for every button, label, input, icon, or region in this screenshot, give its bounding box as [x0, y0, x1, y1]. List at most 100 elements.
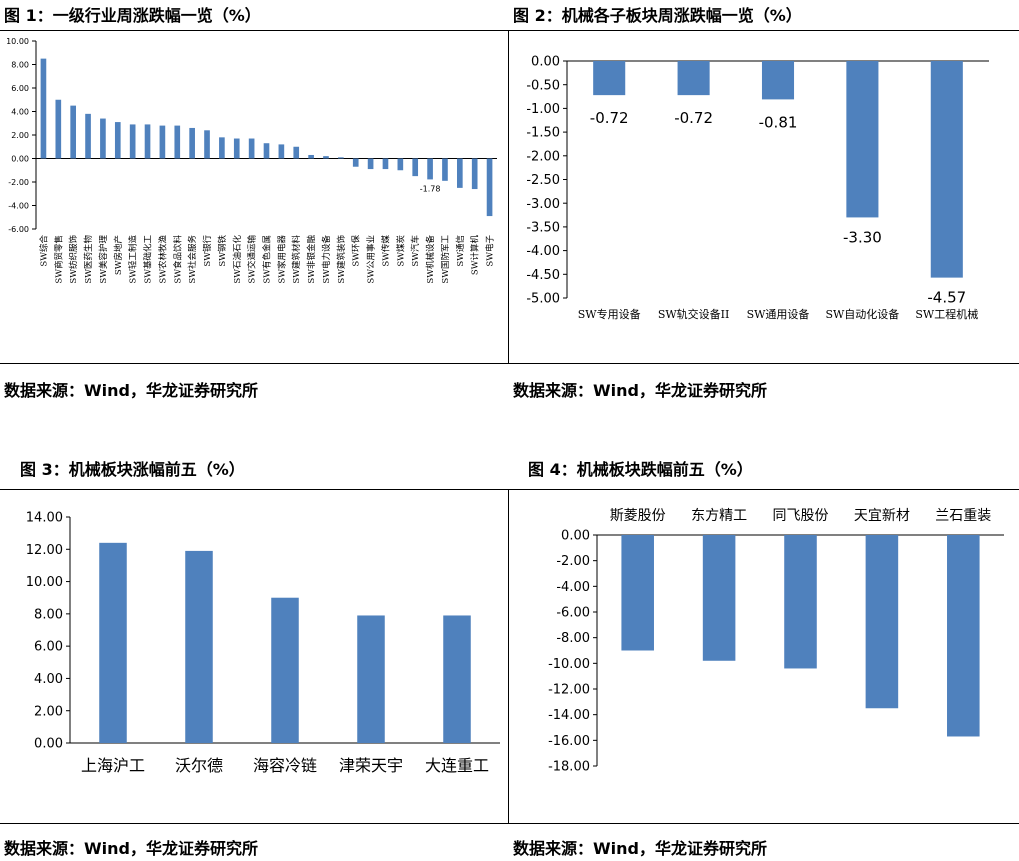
c2-y-tick-label: -2.50 [526, 173, 560, 188]
c1-category-label: SW钢铁 [217, 235, 228, 267]
c1-bar-16 [278, 144, 285, 159]
c1-category-label: SW机械设备 [425, 235, 436, 284]
c1-bar-15 [263, 143, 270, 159]
c1-category-label: SW医药生物 [83, 235, 94, 284]
c4-y-tick-label: -18.00 [548, 760, 590, 775]
c1-y-tick-label: -2.00 [8, 178, 29, 187]
c1-bar-8 [159, 125, 166, 159]
c1-category-label: SW煤炭 [395, 235, 406, 267]
c4-category-label: 斯菱股份 [610, 508, 666, 524]
c2-data-label: -0.72 [590, 109, 629, 127]
c3-y-tick-label: 14.00 [26, 511, 63, 526]
c1-bar-4 [100, 118, 106, 159]
c2-bar-0 [593, 61, 626, 96]
c1-bar-12 [219, 137, 225, 159]
c3-category-label: 上海沪工 [81, 756, 145, 775]
chart2-source: 数据来源：Wind，华龙证券研究所 [513, 381, 767, 400]
c3-y-tick-label: 12.00 [26, 543, 63, 558]
c4-y-tick-label: -4.00 [556, 580, 590, 595]
c2-y-tick-label: -2.00 [526, 149, 560, 164]
c1-bar-26 [427, 158, 433, 180]
chart3-source: 数据来源：Wind，华龙证券研究所 [4, 839, 258, 858]
chart3-plot: 14.00 12.00 10.00 8.00 6.00 4.00 2.00 0.00 上海沪工 沃… [26, 511, 500, 775]
c1-category-label: SW有色金属 [262, 235, 273, 284]
c2-y-tick-label: -3.50 [526, 220, 560, 235]
chart4-source: 数据来源：Wind，华龙证券研究所 [513, 839, 767, 858]
c1-category-label: SW交通运输 [247, 235, 258, 284]
c1-bar-30 [486, 158, 493, 217]
c1-category-label: SW通信 [455, 235, 466, 267]
c1-category-label: SW国防军工 [440, 235, 451, 284]
divider-row1 [508, 30, 509, 363]
c1-category-label: SW商贸零售 [53, 235, 64, 284]
c3-category-label: 津荣天宇 [339, 756, 403, 775]
c3-bar-1 [185, 550, 213, 743]
c1-bar-23 [382, 158, 389, 170]
c4-y-tick-label: -6.00 [556, 606, 590, 621]
c1-y-tick-label: 10.00 [6, 37, 29, 46]
c1-category-label: SW环保 [351, 235, 362, 267]
c1-category-label: SW计算机 [470, 235, 481, 276]
c1-bar-3 [85, 113, 91, 159]
c4-bar-3 [865, 535, 899, 709]
bottom-rule-row2 [0, 823, 1019, 824]
c1-y-tick-label: 6.00 [11, 84, 29, 93]
c3-category-label: 沃尔德 [175, 756, 223, 775]
c2-data-label: -0.72 [674, 109, 713, 127]
c2-category-label: SW轨交设备II [658, 307, 730, 321]
c2-y-tick-label: -4.00 [526, 244, 560, 259]
c1-category-label: SW建筑装饰 [336, 235, 347, 284]
c2-category-label: SW自动化设备 [825, 307, 899, 321]
chart4-plot: 0.00 -2.00 -4.00 -6.00 -8.00 -10.00 -12.00 -14.… [548, 508, 1004, 775]
c3-y-tick-label: 2.00 [34, 704, 63, 719]
c3-y-tick-label: 10.00 [26, 575, 63, 590]
c4-category-label: 兰石重装 [935, 508, 991, 524]
chart1-source: 数据来源：Wind，华龙证券研究所 [4, 381, 258, 400]
c3-bar-3 [357, 615, 385, 743]
c1-bar-13 [233, 138, 240, 159]
c1-category-label: SW石油石化 [232, 235, 243, 284]
c1-y-tick-label: 2.00 [11, 131, 29, 140]
c2-bar-4 [930, 61, 963, 278]
c3-y-tick-label: 0.00 [34, 737, 63, 752]
c2-y-tick-label: -4.50 [526, 268, 560, 283]
c3-y-tick-label: 6.00 [34, 640, 63, 655]
c1-category-label: SW纺织服饰 [68, 235, 79, 284]
c1-bar-29 [471, 158, 478, 190]
c1-category-label: SW非银金融 [306, 235, 317, 284]
chart2-title: 图 2：机械各子板块周涨跌幅一览（%） [513, 6, 802, 25]
top-rule-row2 [0, 489, 1019, 490]
c1-category-label: SW房地产 [113, 235, 124, 275]
c1-bar-14 [248, 138, 255, 159]
c3-bar-0 [99, 542, 127, 743]
c3-category-label: 大连重工 [425, 756, 489, 775]
c4-bar-4 [947, 535, 980, 737]
c1-bar-27 [442, 158, 448, 181]
c1-bar-0 [40, 58, 47, 159]
chart1-title: 图 1：一级行业周涨跌幅一览（%） [4, 6, 261, 25]
c1-category-label: SW电子 [485, 235, 496, 267]
c1-category-label: SW基础化工 [143, 235, 154, 284]
c1-y-tick-label: -6.00 [8, 225, 29, 234]
chart2-plot: 0.00 -0.50 -1.00 -1.50 -2.00 -2.50 -3.00 -3.50 -… [526, 55, 989, 321]
c1-bar-11 [204, 130, 210, 159]
c1-bar-20 [338, 157, 344, 159]
c3-y-tick-label: 8.00 [34, 607, 63, 622]
c4-category-label: 同飞股份 [773, 508, 829, 524]
c2-y-tick-label: -0.50 [526, 78, 560, 93]
c1-bar-2 [70, 105, 77, 159]
c2-y-tick-label: 0.00 [531, 55, 560, 70]
chart3-title: 图 3：机械板块涨幅前五（%） [20, 460, 245, 479]
c1-annotation: -1.78 [420, 184, 441, 193]
c1-category-label: SW农林牧渔 [157, 235, 168, 284]
c4-y-tick-label: 0.00 [561, 529, 590, 544]
chart4-title: 图 4：机械板块跌幅前五（%） [528, 460, 753, 479]
c4-y-tick-label: -2.00 [556, 554, 590, 569]
c1-bar-19 [323, 156, 329, 159]
c2-y-tick-label: -5.00 [526, 292, 560, 307]
c1-category-label: SW美容护理 [98, 235, 109, 284]
c3-y-tick-label: 4.00 [34, 672, 63, 687]
c1-y-tick-label: -4.00 [8, 201, 29, 210]
bottom-rule-row1 [0, 363, 1019, 364]
c1-bar-5 [114, 122, 121, 159]
